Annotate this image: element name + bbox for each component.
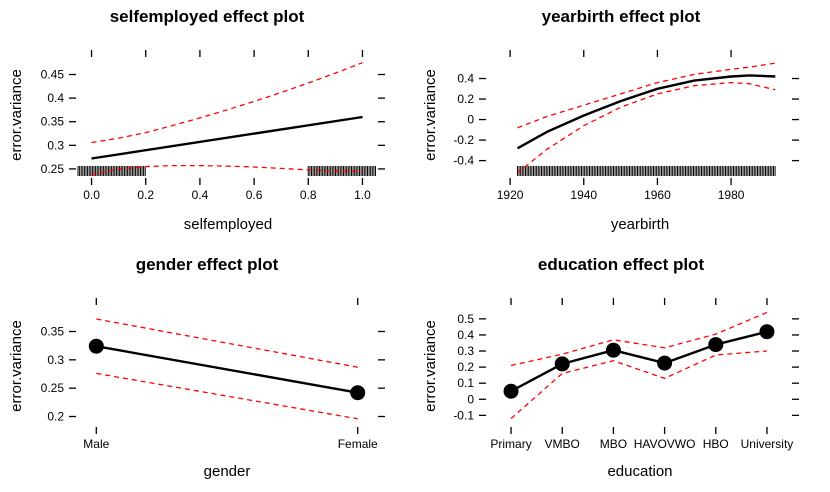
y-tick-label: 0 [467, 113, 474, 127]
y-tick-label: 0.35 [41, 115, 65, 129]
plot-area: Primary VMBO MBO HAVOVWO HBO University -0.1 0 0… [453, 298, 799, 451]
rug [516, 166, 776, 176]
x-tick-label: HAVOVWO [634, 437, 696, 451]
chart-title: yearbirth effect plot [542, 7, 701, 26]
x-axis-label: selfemployed [184, 216, 272, 233]
chart-title: selfemployed effect plot [110, 7, 305, 26]
chart-title: education effect plot [538, 255, 705, 274]
data-point [759, 324, 775, 340]
x-tick-label: 1940 [570, 188, 597, 202]
x-tick-label: 1920 [497, 188, 524, 202]
data-point [350, 385, 366, 401]
lower-ci-line [91, 164, 363, 176]
y-tick-label: 0.35 [41, 325, 65, 339]
lower-ci-line [510, 350, 768, 420]
x-axis-label: yearbirth [611, 216, 669, 233]
x-tick-label: University [741, 437, 794, 451]
plot-area: 1920 1940 1960 1980 -0.4 -0.2 0 0.2 0.4 [453, 50, 799, 202]
x-tick-label: Female [338, 437, 378, 451]
x-axis-label: education [607, 463, 672, 480]
y-tick-label: 0.5 [457, 312, 474, 326]
fit-line [91, 115, 363, 160]
x-tick-label: 0.4 [192, 188, 209, 202]
x-tick-label: 0.0 [83, 188, 100, 202]
panel-selfemployed: selfemployed effect plot selfemployed er… [8, 7, 385, 233]
x-tick-label: 0.8 [300, 188, 317, 202]
y-axis-label: error.variance [422, 320, 439, 412]
y-tick-label: 0.2 [457, 360, 474, 374]
x-tick-label: 0.6 [246, 188, 263, 202]
plot-area: 0.0 0.2 0.4 0.6 0.8 1.0 0.25 0.3 0.35 0.4 0.45 [41, 50, 385, 202]
upper-ci-line [91, 62, 363, 144]
y-tick-label: -0.2 [453, 133, 474, 147]
y-tick-label: 0.3 [47, 353, 64, 367]
y-tick-label: 0.4 [457, 72, 474, 86]
data-point [708, 337, 724, 353]
y-tick-label: 0.45 [41, 68, 65, 82]
y-tick-label: -0.4 [453, 154, 474, 168]
y-axis-label: error.variance [8, 69, 25, 161]
panel-gender: gender effect plot gender error.variance… [8, 255, 385, 480]
upper-ci-line [510, 311, 768, 367]
chart-title: gender effect plot [136, 255, 279, 274]
upper-ci-line [517, 62, 776, 129]
y-axis-label: error.variance [8, 320, 25, 412]
y-tick-label: 0.4 [457, 328, 474, 342]
x-axis-label: gender [204, 463, 251, 480]
y-axis-label: error.variance [422, 69, 439, 161]
y-tick-label: -0.1 [453, 408, 474, 422]
plot-area: Male Female 0.2 0.25 0.3 0.35 [41, 298, 385, 451]
x-tick-label: Primary [490, 437, 531, 451]
x-tick-label: HBO [703, 437, 729, 451]
panel-yearbirth: yearbirth effect plot yearbirth error.va… [422, 7, 799, 233]
y-tick-label: 0.4 [47, 91, 64, 105]
y-tick-label: 0.3 [47, 138, 64, 152]
data-point [554, 356, 570, 372]
y-tick-label: 0.2 [457, 92, 474, 106]
x-tick-label: VMBO [545, 437, 580, 451]
data-point [503, 383, 519, 399]
fit-line [516, 74, 776, 150]
data-point [657, 355, 673, 371]
y-tick-label: 0.1 [457, 376, 474, 390]
y-tick-label: 0.2 [47, 410, 64, 424]
x-tick-label: 1.0 [354, 188, 371, 202]
y-tick-label: 0 [467, 392, 474, 406]
upper-ci-line [96, 318, 358, 368]
data-point [605, 342, 621, 358]
y-tick-label: 0.3 [457, 344, 474, 358]
rug [77, 166, 376, 176]
fit-line [510, 330, 768, 393]
data-point [88, 338, 104, 354]
x-tick-label: MBO [600, 437, 627, 451]
panel-education: education effect plot education error.va… [422, 255, 799, 480]
fit-line [96, 345, 358, 394]
x-tick-label: 0.2 [137, 188, 154, 202]
x-tick-label: Male [83, 437, 109, 451]
y-tick-label: 0.25 [41, 381, 65, 395]
y-tick-label: 0.25 [41, 162, 65, 176]
x-tick-label: 1960 [644, 188, 671, 202]
x-tick-label: 1980 [718, 188, 745, 202]
lower-ci-line [96, 372, 358, 420]
